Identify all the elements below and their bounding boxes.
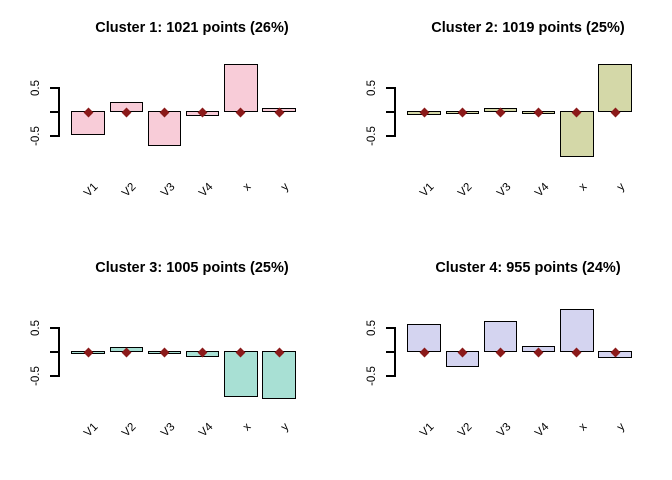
y-axis-tick-label: 0.5 <box>30 80 42 96</box>
cluster-panel-1: Cluster 1: 1021 points (26%) 0.5 -0.5 V1 V2… <box>0 0 336 240</box>
y-axis-tick-label: -0.5 <box>30 126 42 146</box>
mean-marker-diamond <box>419 107 430 117</box>
panel-title: Cluster 1: 1021 points (26%) <box>95 20 289 36</box>
mean-marker-diamond <box>533 107 544 117</box>
panel-plot: 0.5 -0.5 V1 V2 V3 V4 x y <box>0 240 336 480</box>
cluster-panel-4: Cluster 4: 955 points (24%) 0.5 -0.5 V1 V2 V… <box>336 240 672 480</box>
x-axis-label-V1: V1 <box>82 181 101 200</box>
panel-title: Cluster 4: 955 points (24%) <box>435 260 621 276</box>
x-axis-label-x: x <box>576 181 590 194</box>
y-axis-line <box>394 87 396 137</box>
x-axis-label-V4: V4 <box>532 181 552 200</box>
x-axis-label-y: y <box>279 421 292 434</box>
bar-y <box>262 351 296 399</box>
bar-x <box>560 111 594 157</box>
y-axis-tick <box>50 351 58 353</box>
y-axis-tick-label: 0.5 <box>366 320 378 336</box>
y-axis-tick <box>50 375 58 377</box>
x-axis-label-V2: V2 <box>120 181 139 200</box>
x-axis-label-V3: V3 <box>494 421 513 440</box>
x-axis-label-x: x <box>240 181 254 194</box>
x-axis-label-y: y <box>615 181 628 194</box>
y-axis-tick-label: -0.5 <box>30 366 42 386</box>
x-axis-label-y: y <box>615 421 628 434</box>
mean-marker-diamond <box>83 347 94 357</box>
panel-title: Cluster 2: 1019 points (25%) <box>431 20 625 36</box>
x-axis-label-V1: V1 <box>82 421 101 440</box>
bar-x <box>560 309 594 352</box>
x-axis-label-V4: V4 <box>532 421 552 440</box>
y-axis-tick <box>386 327 394 329</box>
x-axis-label-V3: V3 <box>158 421 177 440</box>
y-axis-line <box>394 327 396 377</box>
x-axis-label-V2: V2 <box>456 421 475 440</box>
mean-marker-diamond <box>457 107 468 117</box>
bar-x <box>224 64 258 112</box>
y-axis-tick <box>386 111 394 113</box>
x-axis-label-y: y <box>279 181 292 194</box>
y-axis-line <box>58 327 60 377</box>
panel-plot: 0.5 -0.5 V1 V2 V3 V4 x y <box>0 0 336 240</box>
y-axis-tick <box>386 87 394 89</box>
y-axis-tick <box>50 135 58 137</box>
x-axis-label-V1: V1 <box>418 421 437 440</box>
y-axis-line <box>58 87 60 137</box>
bar-x <box>224 351 258 397</box>
y-axis-tick-label: 0.5 <box>366 80 378 96</box>
y-axis-tick <box>50 111 58 113</box>
cluster-panel-3: Cluster 3: 1005 points (25%) 0.5 -0.5 V1 V2… <box>0 240 336 480</box>
panel-title: Cluster 3: 1005 points (25%) <box>95 260 289 276</box>
y-axis-tick <box>50 327 58 329</box>
x-axis-label-V1: V1 <box>418 181 437 200</box>
panel-plot: 0.5 -0.5 V1 V2 V3 V4 x y <box>336 240 672 480</box>
x-axis-label-V3: V3 <box>158 181 177 200</box>
x-axis-label-V2: V2 <box>456 181 475 200</box>
bar-y <box>598 64 632 112</box>
x-axis-label-V4: V4 <box>196 181 216 200</box>
x-axis-label-x: x <box>576 421 590 434</box>
y-axis-tick <box>386 351 394 353</box>
mean-marker-diamond <box>159 347 170 357</box>
x-axis-label-V2: V2 <box>120 421 139 440</box>
y-axis-tick-label: 0.5 <box>30 320 42 336</box>
x-axis-label-V4: V4 <box>196 421 216 440</box>
y-axis-tick-label: -0.5 <box>366 126 378 146</box>
x-axis-label-x: x <box>240 421 254 434</box>
y-axis-tick-label: -0.5 <box>366 366 378 386</box>
y-axis-tick <box>50 87 58 89</box>
bar-V1 <box>71 111 105 136</box>
y-axis-tick <box>386 375 394 377</box>
x-axis-label-V3: V3 <box>494 181 513 200</box>
y-axis-tick <box>386 135 394 137</box>
panel-plot: 0.5 -0.5 V1 V2 V3 V4 x y <box>336 0 672 240</box>
cluster-panel-2: Cluster 2: 1019 points (25%) 0.5 -0.5 V1 V2… <box>336 0 672 240</box>
